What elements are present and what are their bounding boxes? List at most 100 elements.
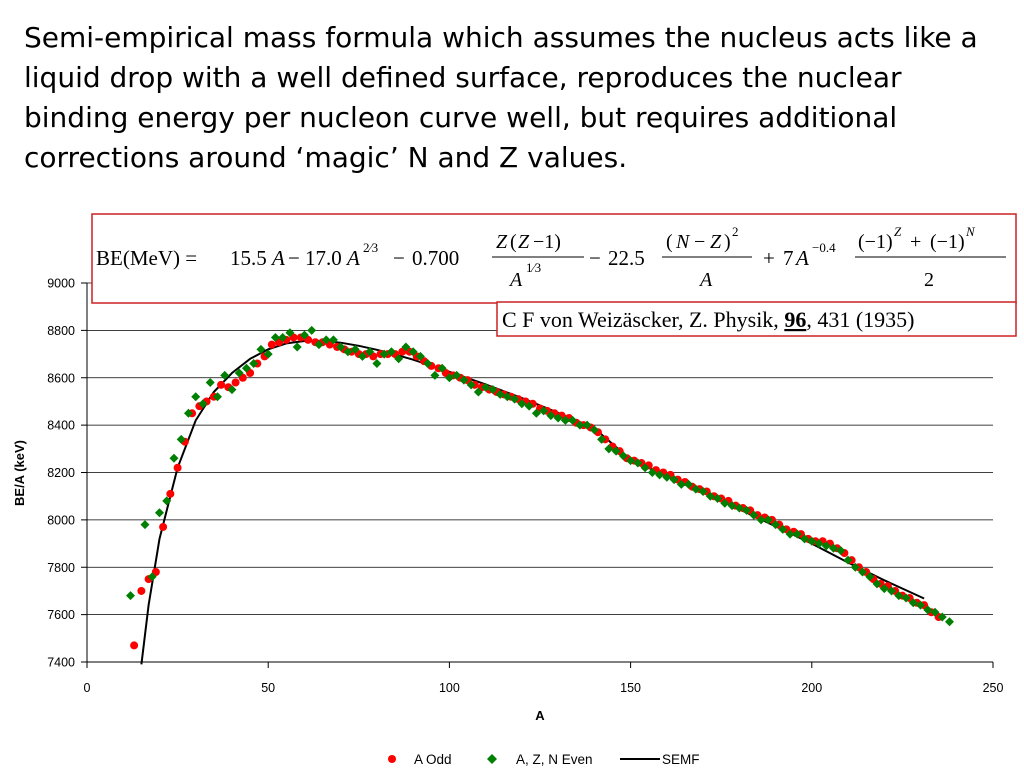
svg-text:2: 2 [732,224,739,239]
even-point [227,385,237,395]
even-point [742,505,752,515]
even-point [191,392,201,402]
x-axis-title: A [535,708,545,723]
y-tick-label: 9000 [47,277,75,291]
even-point [698,486,708,496]
odd-point [217,380,226,389]
formula-lhs: BE(MeV) = [96,246,197,270]
even-point [575,420,585,430]
even-point [401,342,411,352]
svg-text:N: N [675,231,691,253]
even-point [589,425,599,435]
even-point [343,347,353,357]
even-point [415,351,425,361]
even-point [894,591,904,601]
svg-text:1⁄3: 1⁄3 [526,260,541,275]
even-point [618,451,628,461]
even-point [379,349,389,359]
even-point [691,484,701,494]
svg-text:): ) [724,231,731,253]
even-point [713,494,723,504]
even-point [299,330,309,340]
even-point [466,380,476,390]
even-point [749,510,759,520]
svg-text:C F von Weizäscker, Z. Physik,: C F von Weizäscker, Z. Physik, 96, 431 (… [502,307,914,332]
even-point [582,420,592,430]
even-point [568,415,578,425]
even-point [307,325,317,335]
even-point [394,354,404,364]
y-axis-title: BE/A (keV) [12,440,27,506]
svg-text:Z: Z [894,224,902,239]
even-point [821,541,831,551]
svg-text:−: − [589,246,601,270]
even-point [292,342,302,352]
svg-text:15.5: 15.5 [230,246,267,270]
odd-point [267,340,276,349]
y-tick-label: 8800 [47,324,75,338]
even-point [205,377,215,387]
even-point [452,370,462,380]
formula-coef-volume: 15.5 [230,246,267,270]
y-tick-label: 8600 [47,371,75,385]
y-tick-label: 8400 [47,419,75,433]
svg-text:A: A [698,269,713,291]
svg-text:−: − [393,246,405,270]
even-point [872,579,882,589]
odd-point [130,641,139,650]
even-point [502,392,512,402]
legend-even-label: A, Z, N Even [516,752,593,767]
odd-point [159,522,168,531]
even-point [459,375,469,385]
even-point [720,498,730,508]
svg-text:A: A [345,246,360,270]
even-point [633,458,643,468]
even-point [887,586,897,596]
legend: A Odd A, Z, N Even SEMF [388,752,700,767]
even-point [865,572,875,582]
even-point [241,363,251,373]
even-point [220,370,230,380]
svg-text:0.700: 0.700 [412,246,459,270]
svg-text:(: ( [510,231,517,253]
even-point [734,503,744,513]
even-points [125,325,955,627]
odd-point [166,489,175,498]
even-point [176,434,186,444]
legend-even-marker [487,754,497,764]
even-point [147,572,157,582]
even-point [814,539,824,549]
svg-text:22.5: 22.5 [608,246,645,270]
svg-text:−1): −1) [533,231,561,253]
even-point [430,370,440,380]
even-point [647,468,657,477]
even-point [539,406,549,416]
even-point [916,600,926,610]
even-point [423,359,433,369]
formula-coef-pairing: 7 [783,246,794,270]
even-point [169,453,179,463]
even-point [444,373,454,383]
svg-text:2: 2 [924,269,934,291]
even-point [278,332,288,342]
svg-text:+: + [910,231,921,253]
even-point [792,529,802,539]
even-point [263,349,273,359]
even-point [212,392,222,402]
svg-text:Z: Z [518,231,530,253]
y-tick-label: 7600 [47,608,75,622]
x-tick-label: 100 [439,681,460,695]
svg-text:A: A [794,246,809,270]
even-point [756,515,766,525]
even-point [154,508,164,518]
svg-text:+: + [763,246,775,270]
legend-odd-marker [388,755,396,763]
intro-text: Semi-empirical mass formula which assume… [24,21,978,174]
svg-text:−: − [694,231,705,253]
y-tick-label: 8200 [47,466,75,480]
even-point [945,617,955,627]
even-point [662,472,672,482]
even-point [626,456,636,466]
even-point [350,344,360,354]
even-point [285,328,295,338]
